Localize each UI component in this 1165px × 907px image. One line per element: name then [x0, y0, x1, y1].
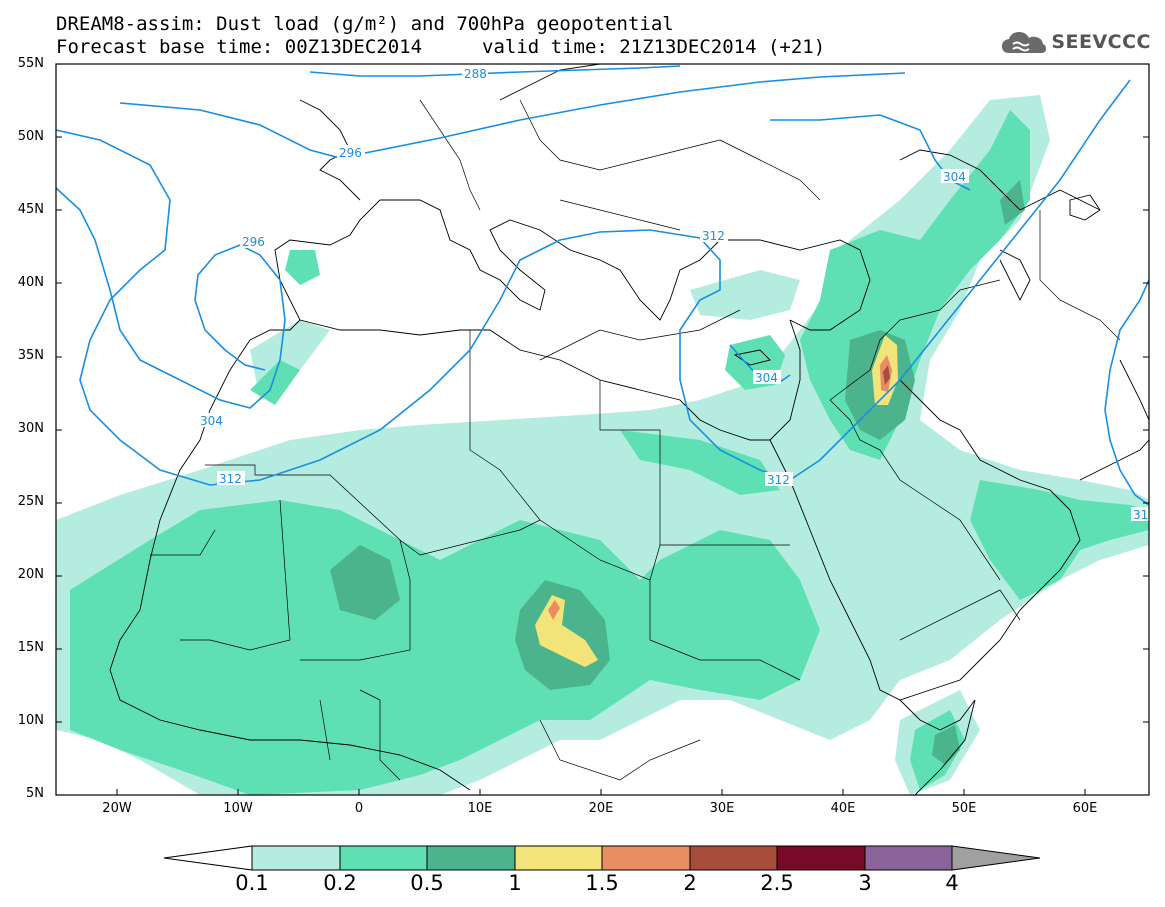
axis-ticks — [56, 136, 1149, 795]
colorbar-label: 0.2 — [323, 871, 357, 895]
lon-label: 10E — [467, 801, 493, 816]
lat-label: 45N — [17, 202, 44, 217]
lat-label: 20N — [17, 567, 44, 582]
lon-label: 20W — [102, 801, 132, 816]
contour-labels: 288 296 296 304 304 304 312 312 312 31 — [198, 66, 1149, 522]
colorbar-label: 4 — [945, 871, 959, 895]
contour-label-304c: 304 — [755, 371, 778, 385]
contour-label-296a: 296 — [339, 146, 362, 160]
lon-label: 60E — [1072, 801, 1098, 816]
valid-time: valid time: 21Z13DEC2014 (+21) — [482, 36, 826, 58]
colorbar-label: 0.5 — [410, 871, 444, 895]
colorbar-swatch-6 — [776, 845, 866, 871]
lon-label: 0 — [354, 801, 364, 816]
colorbar — [163, 845, 1041, 871]
seevccc-logo: SEEVCCC — [1001, 27, 1151, 57]
lat-label: 55N — [17, 56, 44, 71]
colorbar-swatch-2 — [426, 845, 516, 871]
dust-level-2 — [883, 365, 890, 385]
contour-label-288: 288 — [464, 67, 487, 81]
lat-label: 35N — [17, 348, 44, 363]
lat-label: 30N — [17, 421, 44, 436]
colorbar-over-triangle — [951, 845, 1041, 871]
contour-label-312a: 312 — [219, 472, 242, 486]
contour-label-31: 31 — [1133, 508, 1148, 522]
lon-label: 20E — [588, 801, 614, 816]
colorbar-swatch-5 — [689, 845, 778, 871]
lon-label: 40E — [830, 801, 856, 816]
lon-label: 50E — [951, 801, 977, 816]
map-subtitle: Forecast base time: 00Z13DEC2014 valid ti… — [56, 36, 825, 58]
dust-field — [56, 95, 1149, 795]
colorbar-label: 1 — [508, 871, 522, 895]
colorbar-swatch-1 — [339, 845, 428, 871]
lat-label: 40N — [17, 275, 44, 290]
contour-label-304a: 304 — [200, 414, 223, 428]
colorbar-swatch-7 — [864, 845, 953, 871]
lat-label: 10N — [17, 713, 44, 728]
colorbar-swatch-0 — [251, 845, 341, 871]
map-title: DREAM8-assim: Dust load (g/m²) and 700hP… — [56, 13, 674, 35]
colorbar-label: 3 — [858, 871, 872, 895]
cloud-icon — [1002, 32, 1047, 53]
lat-label: 15N — [17, 640, 44, 655]
colorbar-label: 0.1 — [235, 871, 269, 895]
colorbar-under-triangle — [163, 845, 253, 871]
base-time: Forecast base time: 00Z13DEC2014 — [56, 36, 423, 58]
lat-label: 50N — [17, 129, 44, 144]
lat-label: 5N — [26, 786, 44, 801]
country-borders — [150, 99, 1121, 781]
dust-level-0-2 — [70, 110, 1149, 795]
colorbar-swatch-3 — [514, 845, 603, 871]
logo-text: SEEVCCC — [1051, 31, 1151, 53]
lon-label: 30E — [709, 801, 735, 816]
colorbar-label: 2.5 — [760, 871, 794, 895]
colorbar-swatch-4 — [601, 845, 691, 871]
contour-label-312c: 312 — [767, 473, 790, 487]
contour-label-312b: 312 — [702, 229, 725, 243]
contour-label-304b: 304 — [943, 170, 966, 184]
lon-label: 10W — [223, 801, 253, 816]
colorbar-label: 2 — [683, 871, 697, 895]
lat-label: 25N — [17, 494, 44, 509]
colorbar-label: 1.5 — [585, 871, 619, 895]
contour-label-296b: 296 — [242, 235, 265, 249]
